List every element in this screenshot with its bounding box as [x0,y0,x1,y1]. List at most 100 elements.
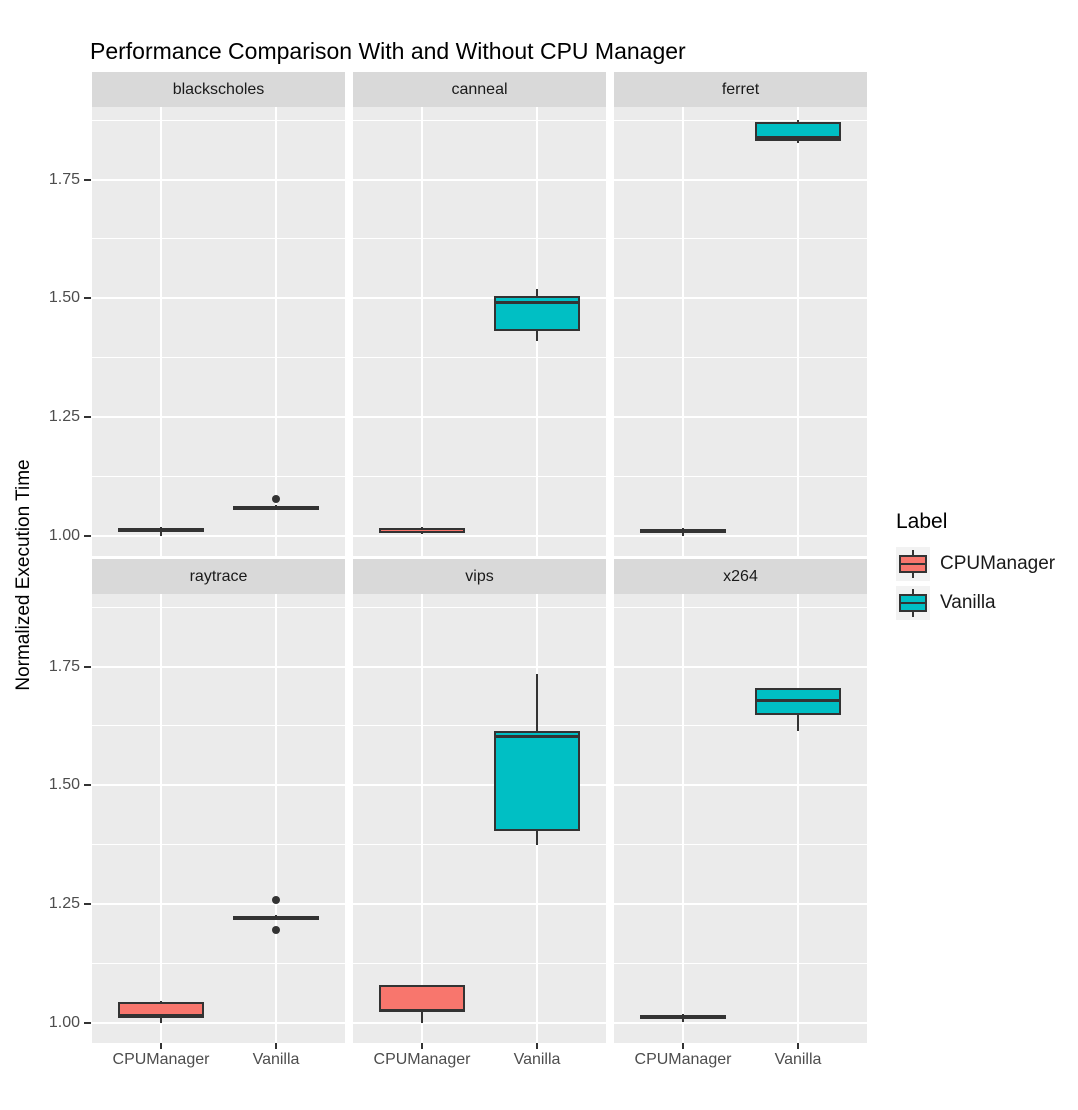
gridline-major-y [353,784,606,787]
gridline-minor-y [353,238,606,240]
gridline-major-y [614,178,867,181]
x-axis-tick-mark [275,1043,277,1049]
legend: Label CPUManager Vanilla [896,510,1055,625]
y-axis-tick-label: 1.00 [48,526,80,544]
x-axis-tick-label: Vanilla [252,1051,300,1068]
gridline-minor-y [353,962,606,964]
gridline-major-x [797,594,799,1043]
boxplot-box-ferret-Vanilla [755,121,841,141]
gridline-major-x [159,107,162,556]
boxplot-outlier [272,895,280,904]
facet-strip-x264: x264 [614,559,867,594]
gridline-major-y [614,1021,867,1024]
x-axis-tick-label: Vanilla [774,1051,822,1068]
gridline-major-y [92,297,345,300]
gridline-minor-y [353,725,606,727]
gridline-minor-y [92,238,345,240]
boxplot-box-blackscholes-CPUManager [117,527,204,533]
legend-key-boxplot-icon [896,586,930,620]
facet-strip-vips: vips [353,559,606,594]
facet-panel-ferret [614,107,867,556]
legend-item-label: CPUManager [940,553,1056,574]
y-axis-tick-label: 1.75 [48,657,80,675]
boxplot-box-blackscholes-Vanilla [233,506,319,511]
gridline-minor-y [353,844,606,846]
y-axis-tick-label: 1.00 [48,1013,80,1031]
y-axis-tick-label: 1.25 [48,407,80,425]
x-axis-tick-label: Vanilla [513,1051,561,1068]
gridline-major-y [353,902,606,905]
boxplot-box-vips-Vanilla [494,731,580,832]
boxplot-median [757,699,839,703]
gridline-minor-y [92,475,345,477]
gridline-minor-y [92,357,345,359]
gridline-major-x [420,594,423,1043]
x-axis-tick-mark [536,1043,538,1049]
facet-panel-canneal [353,107,606,556]
facet-panel-x264 [614,594,867,1043]
chart-title: Performance Comparison With and Without … [90,38,686,64]
gridline-major-y [614,784,867,787]
boxplot-median [119,1014,202,1018]
gridline-minor-y [614,606,867,608]
x-axis-tick-label: CPUManager [112,1051,210,1068]
gridline-major-x [681,594,684,1043]
x-axis-tick-mark [681,1043,684,1049]
gridline-major-x [681,107,684,556]
gridline-major-y [614,665,867,668]
y-axis-tick-mark [84,1021,91,1024]
boxplot-box-canneal-CPUManager [378,527,465,533]
boxplot-median [757,136,839,140]
x-axis-tick-mark [797,1043,799,1049]
legend-key-median-line [901,563,925,565]
gridline-minor-y [92,844,345,846]
y-axis-tick-mark [84,902,91,905]
boxplot-median [496,734,578,738]
y-axis-tick-mark [84,297,91,300]
gridline-minor-y [614,238,867,240]
legend-item-label: Vanilla [940,592,996,613]
gridline-major-y [614,297,867,300]
boxplot-box-raytrace-Vanilla [233,915,319,920]
gridline-minor-y [353,606,606,608]
legend-key-median-line [901,602,925,604]
gridline-minor-y [353,119,606,121]
x-axis-tick-label: CPUManager [373,1051,471,1068]
gridline-major-y [353,665,606,668]
y-axis-tick-mark [84,784,91,787]
facet-strip-raytrace: raytrace [92,559,345,594]
gridline-major-y [353,1021,606,1024]
gridline-major-y [353,178,606,181]
legend-item-Vanilla: Vanilla [896,586,1055,620]
boxplot-outlier [272,925,280,934]
gridline-major-x [275,107,277,556]
y-axis-tick-label: 1.50 [48,776,80,794]
boxplot-outlier [272,494,280,503]
gridline-minor-y [353,475,606,477]
gridline-minor-y [353,357,606,359]
boxplot-median [380,1008,463,1012]
y-axis-tick-label: 1.75 [48,170,80,188]
legend-key-boxplot-icon [896,547,930,581]
gridline-major-y [614,902,867,905]
y-axis-tick-mark [84,665,91,668]
x-axis-tick-mark [420,1043,423,1049]
x-axis-tick-label: CPUManager [634,1051,732,1068]
gridline-major-y [353,534,606,537]
gridline-minor-y [614,357,867,359]
gridline-minor-y [92,606,345,608]
gridline-minor-y [92,119,345,121]
y-axis-title: Normalized Execution Time [13,459,34,691]
gridline-major-y [92,534,345,537]
gridline-major-y [92,665,345,668]
gridline-minor-y [614,725,867,727]
facet-strip-ferret: ferret [614,72,867,107]
x-axis-tick-mark [159,1043,162,1049]
gridline-minor-y [614,119,867,121]
boxplot-box-vips-CPUManager [378,984,465,1013]
gridline-major-y [92,784,345,787]
legend-item-CPUManager: CPUManager [896,547,1055,581]
legend-title: Label [896,510,948,533]
facet-panel-blackscholes [92,107,345,556]
